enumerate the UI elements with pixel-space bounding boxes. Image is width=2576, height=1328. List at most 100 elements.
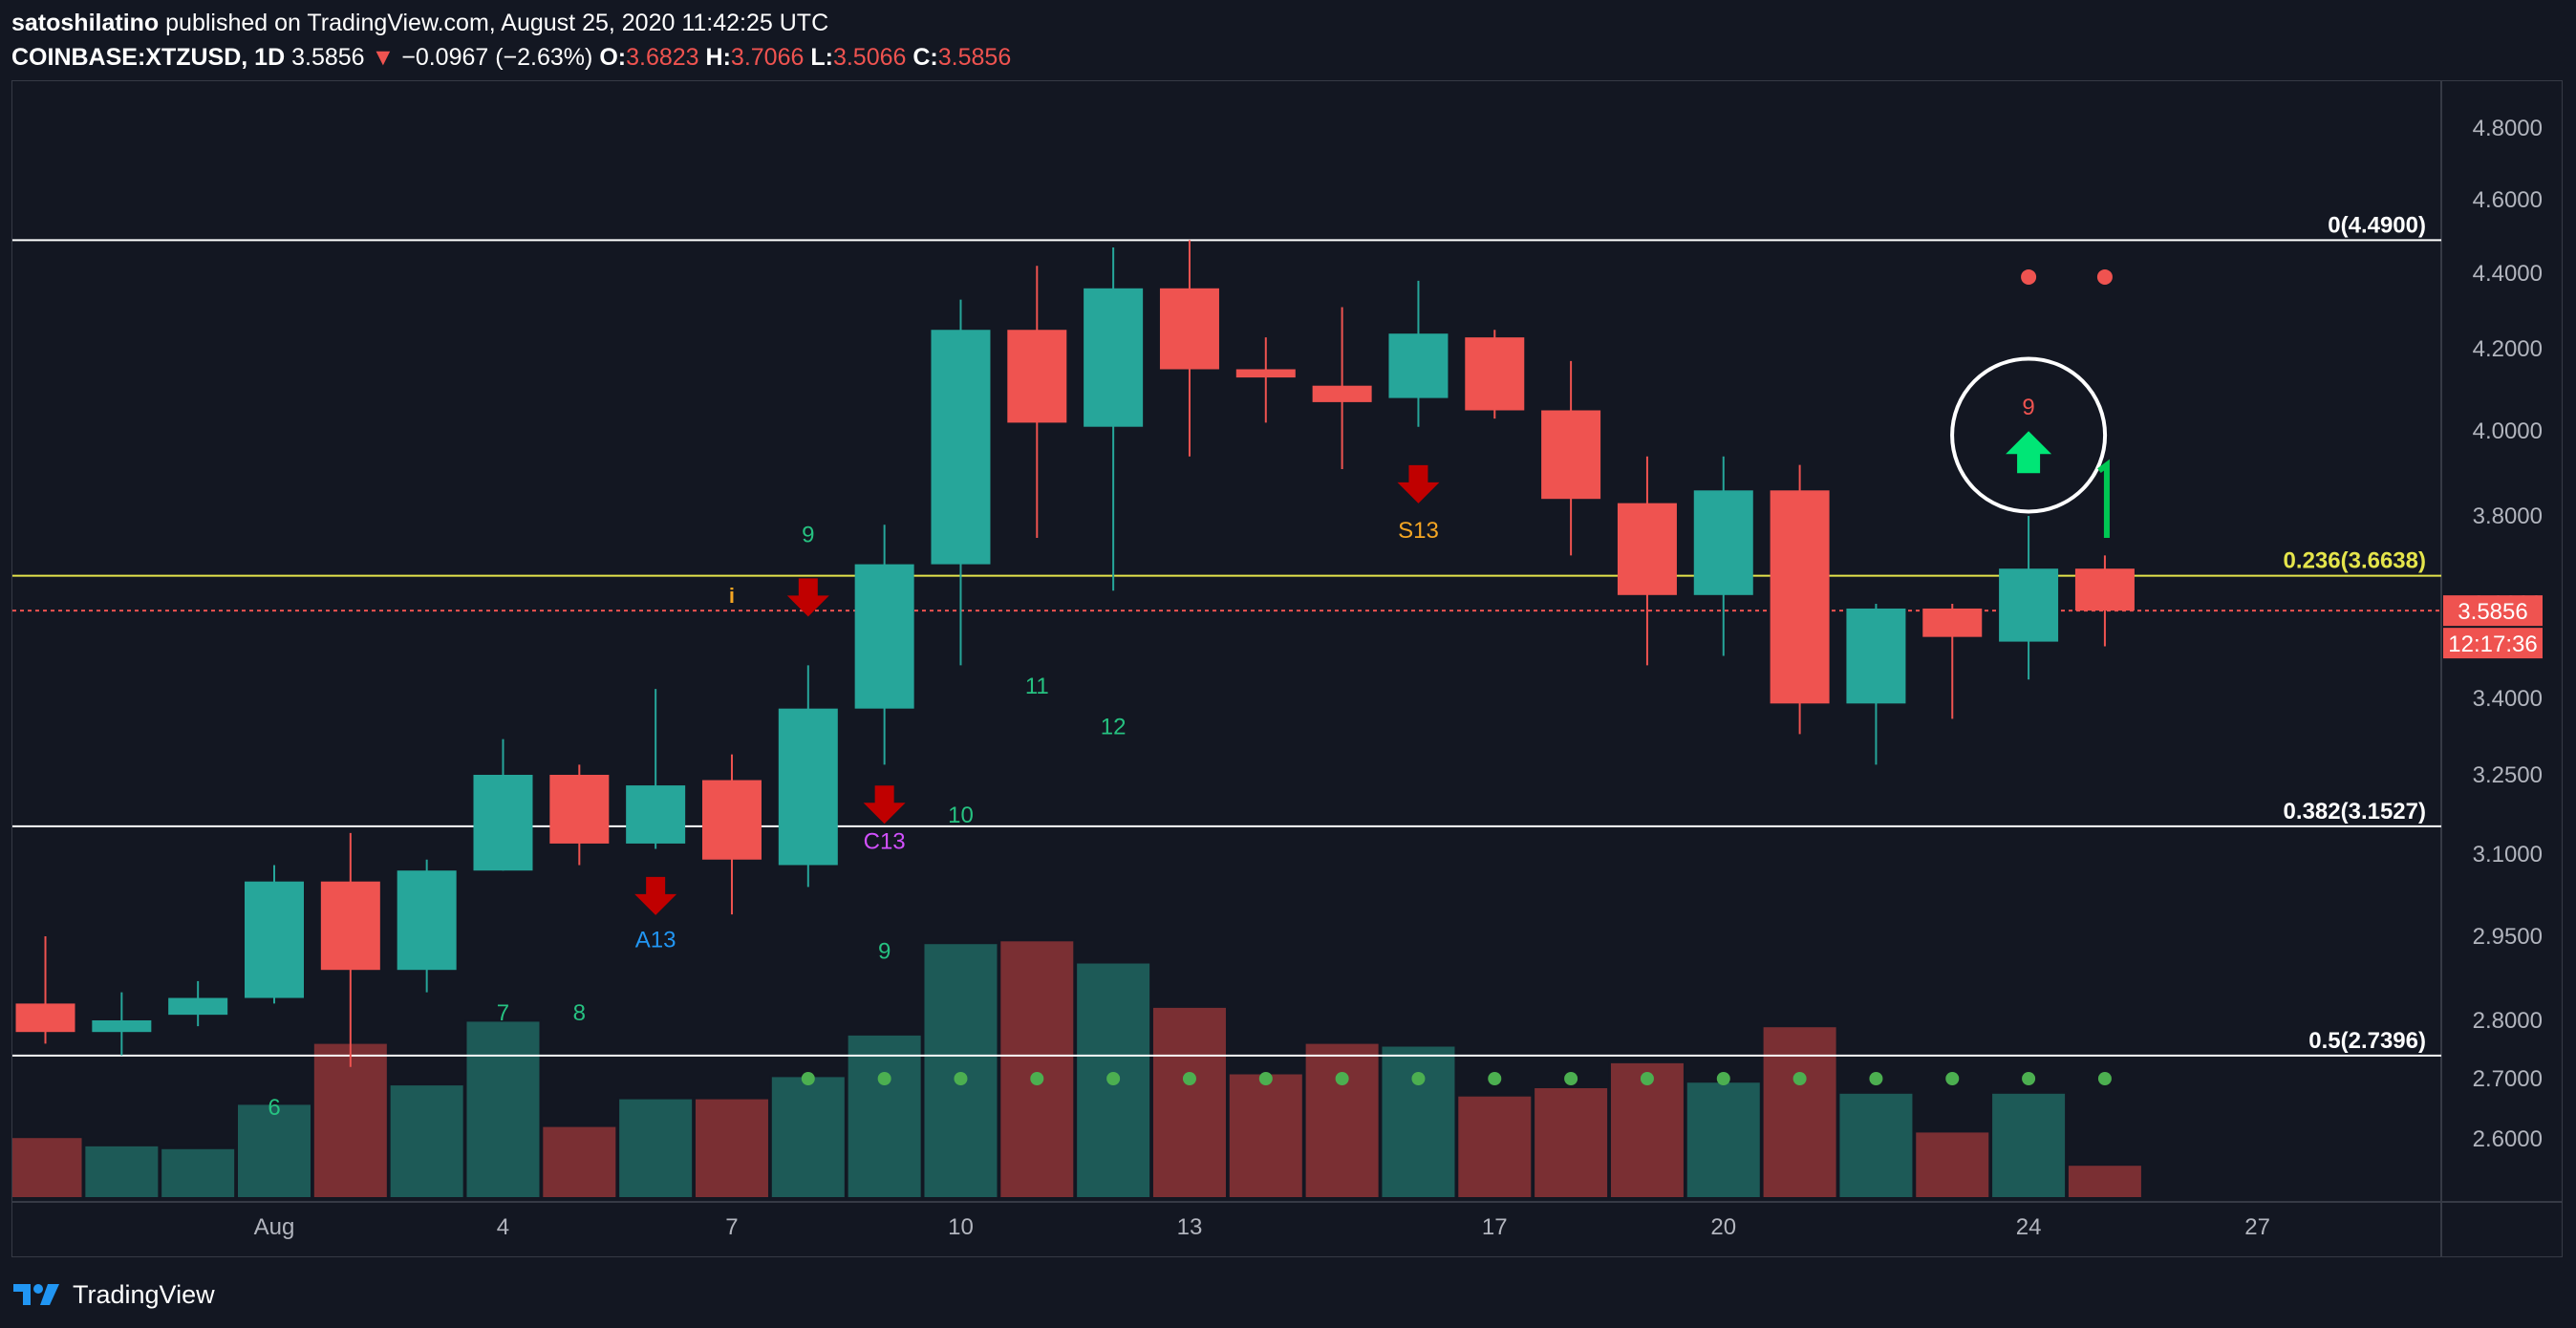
candle-body-26 [1999,568,2059,642]
countdown-box [2443,628,2543,659]
green-dot-3 [1030,1072,1044,1085]
sequential-count-8: 11 [1025,674,1049,699]
candle-body-17 [1312,385,1372,402]
fib-level-label-2: 0.382(3.1527) [2284,799,2426,825]
green-dot-16 [2022,1072,2036,1085]
candle-body-18 [1388,333,1449,398]
volume-bar-15 [1150,1005,1228,1200]
time-tick-8: 27 [2244,1214,2270,1240]
green-dot-9 [1488,1072,1502,1085]
price-tick-8: 3.2500 [2473,762,2543,788]
fib-level-label-1: 0.236(3.6638) [2284,548,2426,574]
price-tick-3: 4.2000 [2473,336,2543,362]
green-dot-5 [1182,1072,1196,1085]
publisher-name[interactable]: satoshilatino [11,10,160,36]
time-tick-4: 13 [1177,1214,1203,1240]
sequential-count-4: 9 [878,938,891,964]
sequential-count-3: 9 [802,523,814,548]
candle-body-24 [1846,608,1906,704]
candle-body-4 [320,881,380,971]
volume-bar-9 [693,1097,770,1199]
time-tick-2: 7 [725,1214,738,1240]
candle-body-8 [626,785,686,844]
price-label: 3.5856 [2458,599,2527,625]
candle-body-25 [1922,608,1983,637]
candle-body-7 [549,775,610,844]
green-dot-12 [1716,1072,1730,1085]
candle-body-2 [168,997,228,1016]
volume-bar-0 [7,1136,84,1199]
buy-arrow-icon [2006,431,2052,474]
time-tick-7: 24 [2016,1214,2042,1240]
candle-body-11 [854,564,914,709]
price-change: −0.0967 (−2.63%) [401,44,593,71]
volume-bar-20 [1533,1086,1610,1199]
green-dot-8 [1411,1072,1426,1085]
price-tick-0: 4.8000 [2473,116,2543,141]
price-tick-9: 3.1000 [2473,842,2543,867]
volume-bar-23 [1761,1025,1838,1200]
green-dot-17 [2097,1072,2112,1085]
volume-bar-24 [1837,1091,1915,1200]
sequential-count-0: 6 [268,1095,280,1121]
price-tick-12: 2.7000 [2473,1066,2543,1092]
sell-arrow-icon-2 [863,785,906,825]
red-dot-0 [2021,268,2037,285]
sequential-count-1: 7 [497,1000,509,1026]
volume-bar-5 [388,1083,465,1199]
green-dot-7 [1335,1072,1349,1085]
candle-body-27 [2074,568,2135,611]
sequential-count-11: 9 [2022,395,2034,420]
price-tick-1: 4.6000 [2473,187,2543,213]
fib-level-label-0: 0(4.4900) [2328,212,2426,238]
green-dot-1 [877,1072,891,1085]
symbol-line: COINBASE:XTZUSD, 1D 3.5856 ▼ −0.0967 (−2… [11,40,2563,75]
sequential-count-5: C13 [864,828,906,854]
close-label: C: [912,44,938,71]
green-dot-11 [1640,1072,1654,1085]
volume-bar-25 [1914,1130,1991,1200]
tradingview-brand[interactable]: TradingView [73,1279,215,1309]
chart-header: satoshilatino published on TradingView.c… [11,6,2563,78]
price-label-box [2443,595,2543,627]
green-dot-13 [1792,1072,1807,1085]
sequential-count-6: A13 [635,928,676,953]
candle-body-23 [1770,490,1830,704]
close-value: 3.5856 [937,44,1012,71]
sell-arrow-icon-3 [1397,464,1440,503]
volume-bar-22 [1685,1081,1762,1199]
candle-body-0 [15,1003,75,1033]
volume-bar-12 [922,942,999,1199]
candle-body-20 [1541,410,1601,500]
sequential-count-7: 10 [948,803,974,828]
published-text: published on TradingView.com, August 25,… [165,10,829,36]
candle-body-9 [701,780,762,860]
time-tick-5: 17 [1482,1214,1508,1240]
time-tick-3: 10 [948,1214,974,1240]
chart-frame[interactable]: 0(4.4900) 0.236(3.6638) 0.382(3.1527) 0.5(2… [7,80,2563,1257]
highlight-circle [1950,356,2108,514]
high-value: 3.7066 [730,44,805,71]
candle-body-10 [778,708,838,866]
price-tick-13: 2.6000 [2473,1126,2543,1152]
green-count-mark [2097,459,2110,538]
open-value: 3.6823 [626,44,699,71]
symbol-label[interactable]: COINBASE:XTZUSD, 1D [11,44,286,71]
candle-body-21 [1617,503,1677,595]
volume-bar-18 [1380,1044,1457,1199]
volume-bar-17 [1303,1041,1381,1199]
price-tick-7: 3.4000 [2473,686,2543,712]
publish-line: satoshilatino published on TradingView.c… [11,6,2563,40]
candle-body-15 [1159,288,1219,370]
sequential-count-2: 8 [573,1000,586,1026]
info-marker: i [729,584,735,608]
green-dot-14 [1869,1072,1883,1085]
green-dot-6 [1258,1072,1273,1085]
candlestick-chart[interactable]: 0(4.4900) 0.236(3.6638) 0.382(3.1527) 0.5(2… [7,81,2562,1256]
time-tick-1: 4 [497,1214,509,1240]
green-dot-15 [1945,1072,1960,1085]
time-tick-0: Aug [254,1214,295,1240]
low-value: 3.5066 [832,44,907,71]
volume-bar-26 [1990,1091,2068,1200]
tradingview-logo-icon[interactable] [11,1280,61,1309]
